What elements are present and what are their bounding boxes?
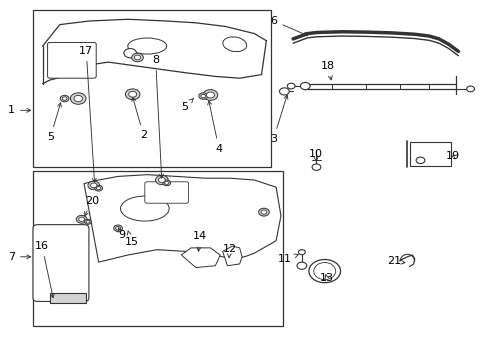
Text: 18: 18 <box>321 62 335 80</box>
Ellipse shape <box>308 260 340 283</box>
Text: 9: 9 <box>118 228 125 240</box>
Ellipse shape <box>223 37 246 51</box>
FancyBboxPatch shape <box>33 225 89 301</box>
Text: 17: 17 <box>79 46 96 182</box>
Circle shape <box>279 88 288 95</box>
Text: 2: 2 <box>132 97 147 140</box>
Circle shape <box>466 86 473 92</box>
FancyBboxPatch shape <box>144 182 188 203</box>
Circle shape <box>95 185 102 191</box>
Text: 19: 19 <box>446 151 460 161</box>
Text: 5: 5 <box>47 103 61 142</box>
Circle shape <box>203 90 217 100</box>
Circle shape <box>116 226 120 230</box>
Circle shape <box>88 181 100 190</box>
Ellipse shape <box>120 196 169 221</box>
Bar <box>409 143 450 166</box>
Circle shape <box>158 177 165 183</box>
Circle shape <box>164 181 168 184</box>
Circle shape <box>298 249 305 255</box>
Text: 21: 21 <box>386 256 404 266</box>
Circle shape <box>62 97 67 100</box>
Text: 13: 13 <box>319 273 333 283</box>
Circle shape <box>123 49 136 58</box>
Text: 3: 3 <box>269 95 287 144</box>
Polygon shape <box>84 175 281 262</box>
Circle shape <box>201 94 205 98</box>
Text: 20: 20 <box>84 196 99 216</box>
Bar <box>50 293 86 303</box>
Circle shape <box>311 164 320 170</box>
Polygon shape <box>181 248 220 267</box>
Circle shape <box>74 95 82 102</box>
Circle shape <box>60 95 69 102</box>
Text: 5: 5 <box>181 99 193 112</box>
Circle shape <box>125 89 140 100</box>
Text: 14: 14 <box>192 231 206 251</box>
Circle shape <box>114 225 122 231</box>
Circle shape <box>287 83 294 89</box>
Bar <box>33 171 283 327</box>
Circle shape <box>76 215 87 223</box>
Circle shape <box>296 262 306 269</box>
Text: 8: 8 <box>152 55 163 178</box>
Circle shape <box>261 210 266 214</box>
Circle shape <box>155 175 168 185</box>
Text: 4: 4 <box>207 101 222 154</box>
Circle shape <box>70 93 86 104</box>
Circle shape <box>206 92 214 98</box>
Circle shape <box>96 186 101 190</box>
Circle shape <box>415 157 424 163</box>
Circle shape <box>258 208 269 216</box>
FancyBboxPatch shape <box>47 42 96 78</box>
Text: 10: 10 <box>308 149 322 162</box>
Circle shape <box>131 53 143 62</box>
Circle shape <box>86 220 90 223</box>
Text: 16: 16 <box>35 241 54 298</box>
Circle shape <box>199 93 207 99</box>
Ellipse shape <box>127 38 166 54</box>
Circle shape <box>90 183 97 188</box>
Circle shape <box>300 82 309 90</box>
Ellipse shape <box>313 262 335 280</box>
Polygon shape <box>222 246 242 266</box>
Text: 11: 11 <box>278 254 298 264</box>
Circle shape <box>79 217 84 221</box>
Circle shape <box>134 55 141 60</box>
Text: 15: 15 <box>124 231 138 247</box>
Circle shape <box>128 91 137 97</box>
Text: 1: 1 <box>8 105 31 115</box>
Circle shape <box>163 180 170 186</box>
Text: 7: 7 <box>8 252 31 262</box>
Text: 6: 6 <box>270 16 307 36</box>
Circle shape <box>84 219 91 224</box>
Text: 12: 12 <box>222 244 236 258</box>
Bar <box>33 10 271 167</box>
